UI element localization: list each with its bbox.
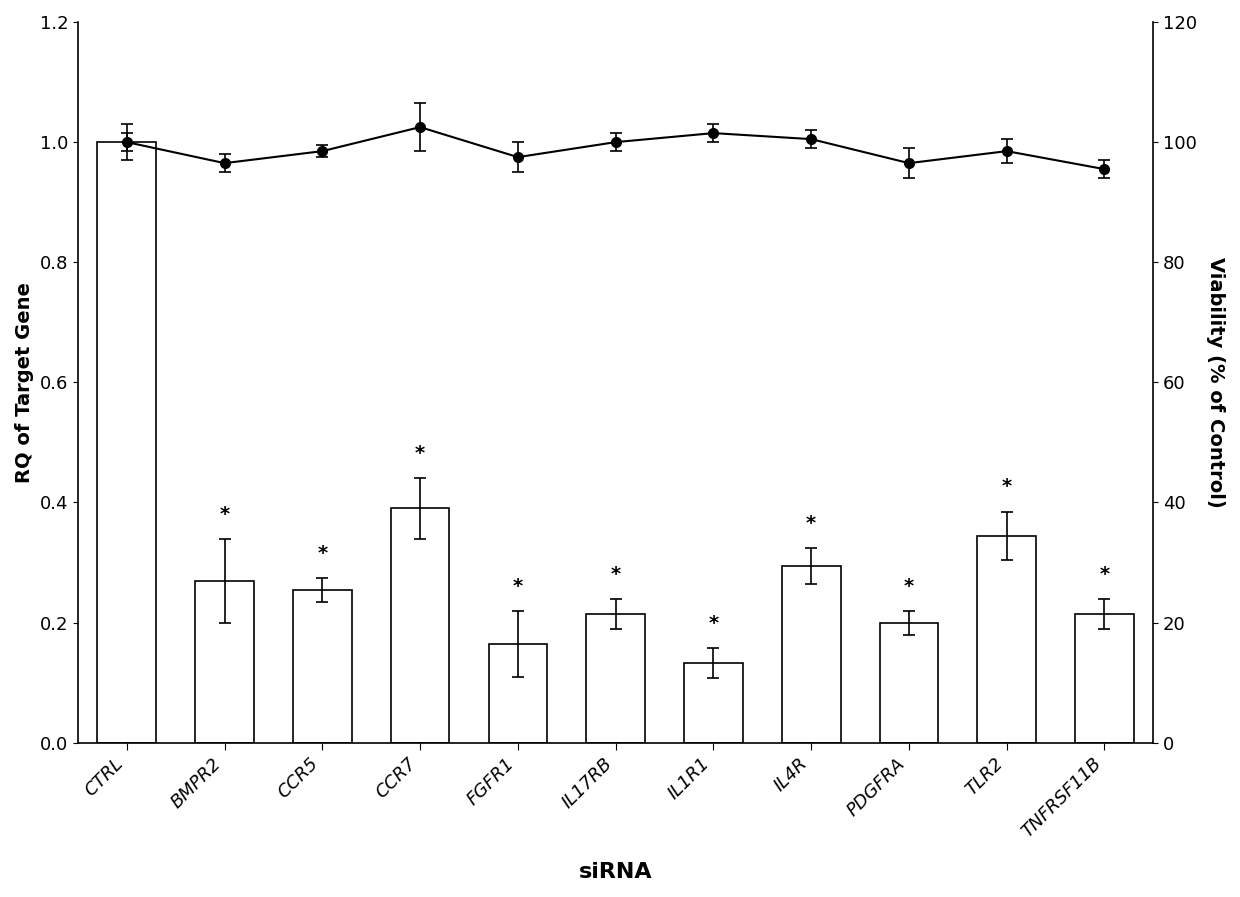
- Bar: [587, 614, 645, 743]
- Text: *: *: [708, 614, 718, 633]
- Bar: [293, 589, 352, 743]
- Bar: [977, 536, 1037, 743]
- Bar: [195, 580, 254, 743]
- Text: *: *: [513, 577, 523, 596]
- Bar: [391, 509, 449, 743]
- Text: *: *: [1002, 477, 1012, 496]
- X-axis label: siRNA: siRNA: [579, 862, 652, 882]
- Text: *: *: [610, 564, 621, 584]
- Bar: [879, 623, 939, 743]
- Y-axis label: RQ of Target Gene: RQ of Target Gene: [15, 282, 33, 483]
- Bar: [98, 142, 156, 743]
- Text: *: *: [1100, 564, 1110, 584]
- Text: *: *: [219, 504, 229, 524]
- Bar: [489, 644, 547, 743]
- Text: *: *: [317, 544, 327, 562]
- Bar: [684, 664, 743, 743]
- Text: *: *: [904, 577, 914, 596]
- Text: *: *: [806, 513, 816, 533]
- Y-axis label: Viability (% of Control): Viability (% of Control): [1207, 257, 1225, 508]
- Bar: [782, 565, 841, 743]
- Bar: [1075, 614, 1133, 743]
- Text: *: *: [415, 444, 425, 464]
